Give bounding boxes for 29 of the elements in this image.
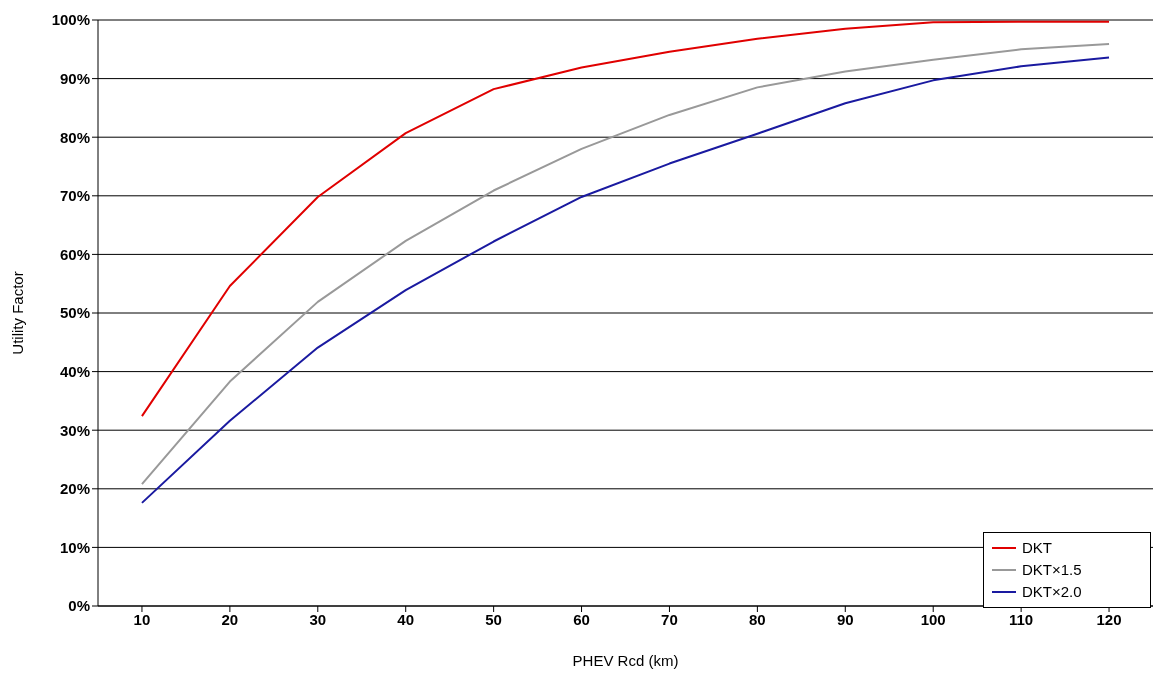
legend-label: DKT×2.0 — [1022, 582, 1082, 602]
y-tick-label: 40% — [59, 362, 90, 380]
y-axis-title: Utility Factor — [9, 271, 27, 355]
legend-label: DKT — [1022, 538, 1052, 558]
x-tick-label: 40 — [397, 610, 415, 628]
legend-label: DKT×1.5 — [1022, 560, 1082, 580]
x-tick-label: 50 — [485, 610, 502, 628]
x-tick-label: 100 — [920, 610, 946, 628]
y-tick-label: 10% — [59, 538, 90, 556]
x-tick-label: 110 — [1009, 610, 1034, 628]
y-tick-label: 80% — [59, 128, 90, 146]
y-tick-label: 50% — [59, 304, 90, 322]
y-tick-label: 60% — [59, 245, 90, 263]
x-tick-label: 60 — [573, 610, 590, 628]
y-tick-label: 100% — [51, 11, 90, 29]
x-tick-label: 20 — [221, 610, 239, 628]
x-tick-label: 120 — [1096, 610, 1122, 628]
x-tick-label: 80 — [749, 610, 766, 628]
x-tick-label: 90 — [836, 610, 854, 628]
x-tick-label: 30 — [309, 610, 327, 628]
y-tick-label: 90% — [59, 69, 90, 87]
y-tick-label: 30% — [59, 421, 90, 439]
line-series — [140, 20, 1111, 418]
x-axis-title: PHEV Rcd (km) — [572, 652, 679, 669]
x-tick-label: 70 — [661, 610, 678, 628]
y-tick-label: 70% — [59, 187, 90, 205]
y-tick-label: 0% — [68, 597, 90, 615]
y-tick-label: 20% — [59, 480, 90, 498]
x-tick-label: 10 — [133, 610, 151, 628]
